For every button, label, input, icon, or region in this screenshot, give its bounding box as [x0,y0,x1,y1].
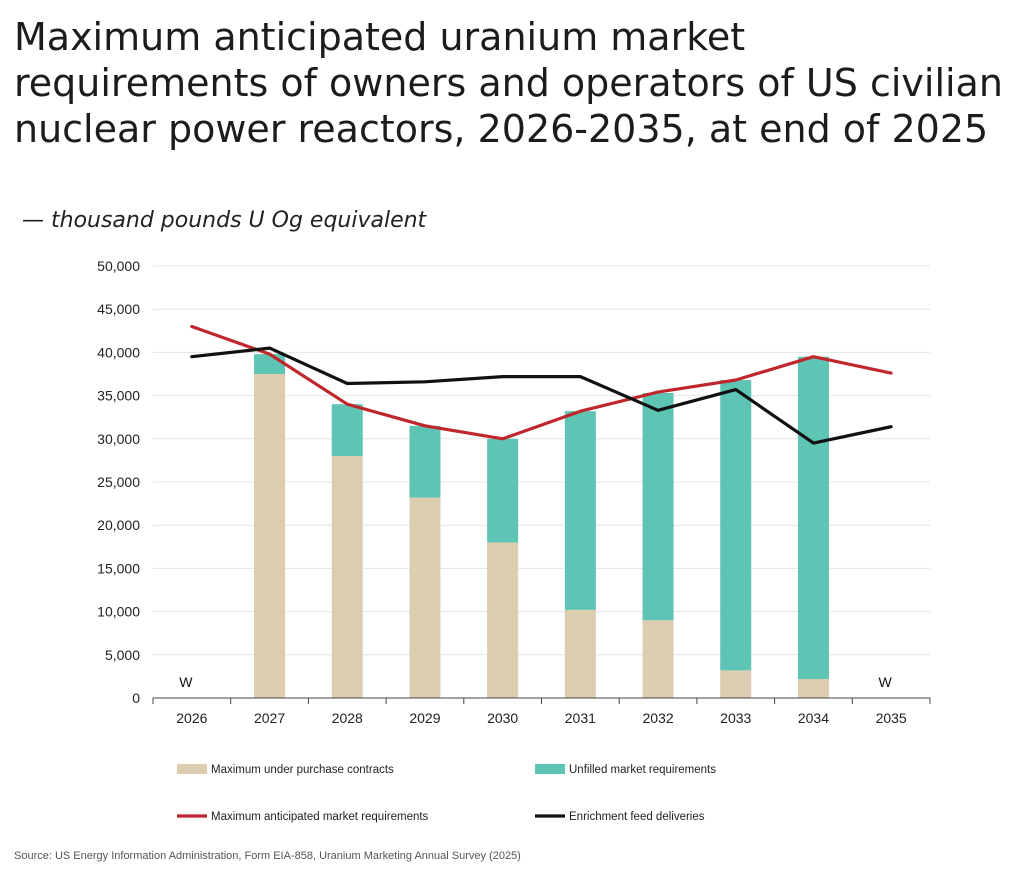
y-tick-label: 10,000 [97,604,140,620]
legend-label: Maximum anticipated market requirements [211,811,429,823]
legend-label: Maximum under purchase contracts [211,764,394,776]
legend-item: Maximum under purchase contracts [177,764,394,776]
y-tick-label: 30,000 [97,431,140,447]
legend-swatch [535,764,565,774]
bar-segment [797,678,829,698]
y-tick-label: 15,000 [97,560,140,576]
chart-subtitle: — thousand pounds U Og equivalent [22,208,427,233]
x-tick-label: 2031 [565,710,596,726]
bar-segment [254,354,286,374]
annotation-label: W [179,674,193,690]
x-tick-label: 2035 [876,710,907,726]
chart: 0 5,000 10,000 15,000 20,000 25,000 30,000 35,0… [97,258,931,823]
x-tick-label: 2027 [254,710,285,726]
chart-title: Maximum anticipated uranium market requi… [14,15,1003,151]
bar-segment [642,620,674,698]
y-tick-label: 5,000 [105,647,140,663]
source-note: Source: US Energy Information Administra… [14,850,521,862]
bar-segment [487,438,519,543]
x-tick-label: 2030 [487,710,518,726]
y-tick-label: 40,000 [97,344,140,360]
bar-segment [720,380,752,671]
bars [254,354,829,698]
bar-segment [409,425,441,498]
y-tick-label: 25,000 [97,474,140,490]
x-tick-label: 2028 [332,710,363,726]
legend-item: Enrichment feed deliveries [535,811,705,823]
x-tick-label: 2029 [409,710,440,726]
annotation-label: W [879,674,893,690]
x-axis-tick-labels: 2026 2027 2028 2029 2030 2031 2032 2033 2034 2035 [176,710,907,726]
x-tick-label: 2033 [720,710,751,726]
series-line [190,324,893,441]
x-tick-label: 2034 [798,710,829,726]
bar-segment [254,374,286,698]
bar-segment [564,609,596,698]
bar-segment [487,542,519,698]
bar-segment [642,393,674,621]
legend-label: Unfilled market requirements [569,764,716,776]
bar-segment [564,411,596,610]
y-tick-label: 20,000 [97,517,140,533]
legend: Maximum under purchase contracts Unfilled… [177,764,716,823]
x-tick-label: 2026 [176,710,207,726]
bar-segment [409,497,441,698]
bar-segment [720,670,752,698]
y-tick-label: 50,000 [97,258,140,274]
legend-swatch [177,764,207,774]
y-tick-label: 45,000 [97,301,140,317]
x-axis [152,697,931,704]
bar-segment [331,456,363,698]
bar-segment [797,356,829,679]
y-tick-label: 0 [132,690,140,706]
series-line [190,346,893,445]
y-axis-tick-labels: 0 5,000 10,000 15,000 20,000 25,000 30,000 35,0… [97,258,140,706]
legend-item: Unfilled market requirements [535,764,716,776]
legend-item: Maximum anticipated market requirements [177,811,429,823]
lines [190,324,893,445]
bar-segment [331,404,363,457]
y-tick-label: 35,000 [97,388,140,404]
legend-label: Enrichment feed deliveries [569,811,705,823]
x-tick-label: 2032 [642,710,673,726]
